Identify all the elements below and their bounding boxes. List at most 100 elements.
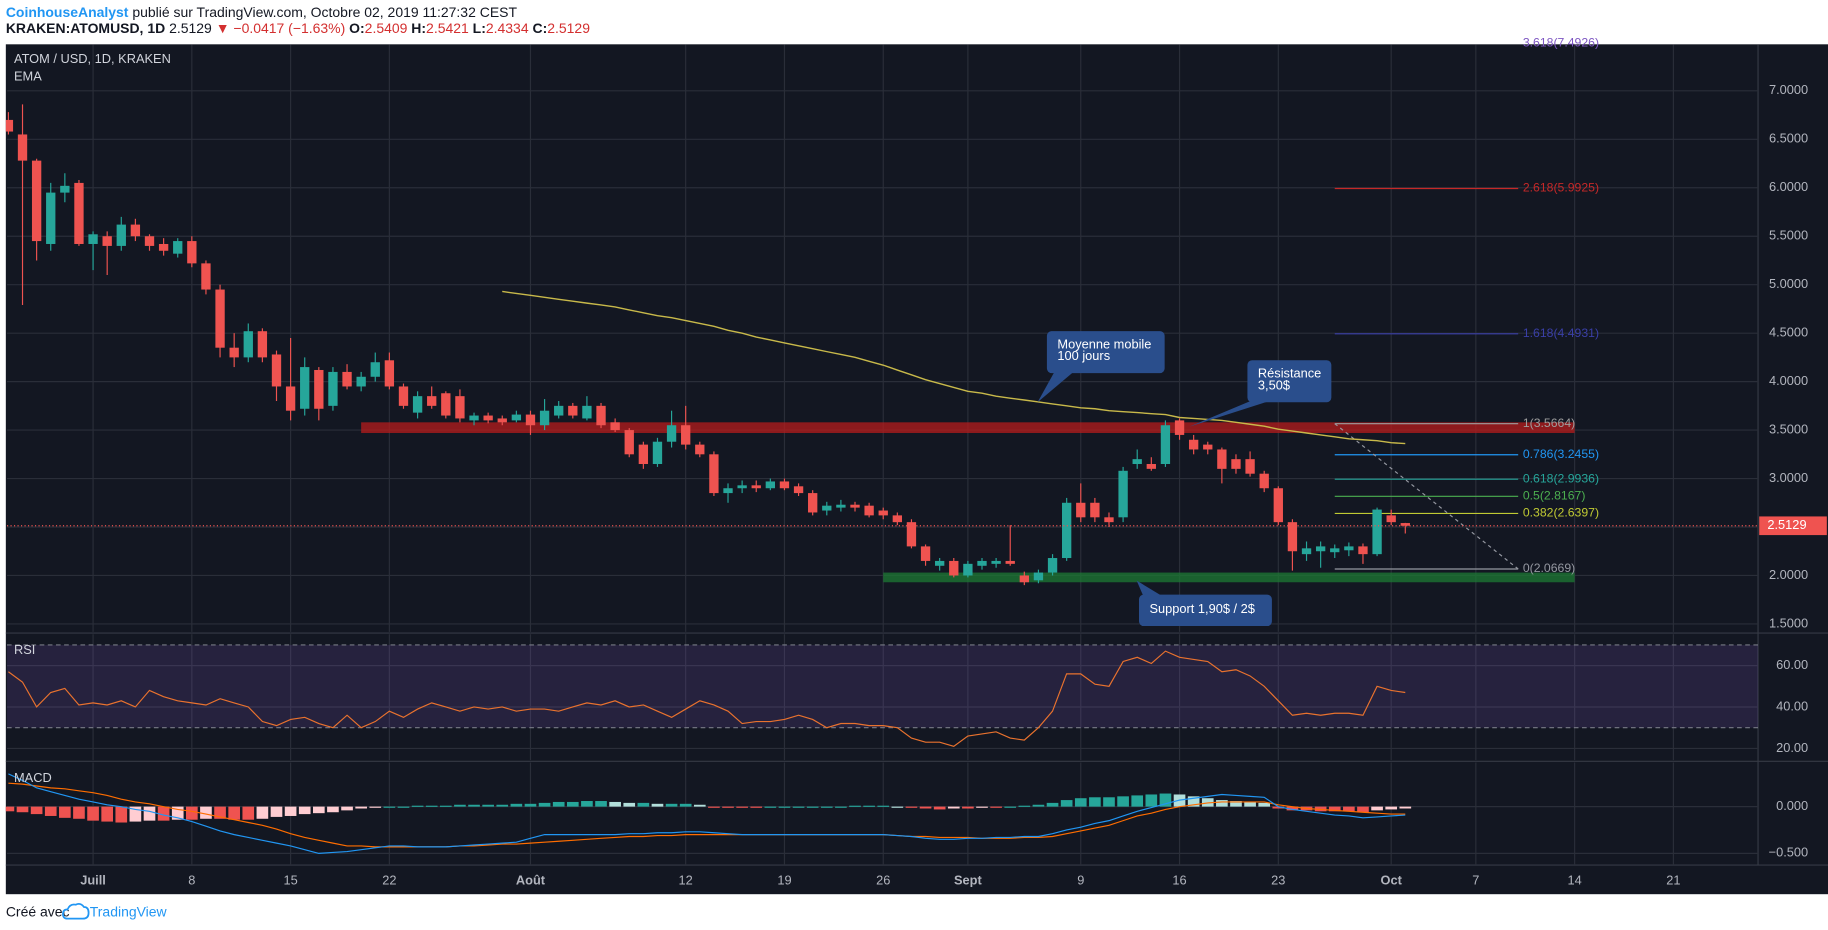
macd-histogram-bar <box>115 806 128 823</box>
candle-body <box>963 563 973 576</box>
macd-histogram-bar <box>679 803 692 807</box>
macd-histogram-bar <box>905 806 918 808</box>
macd-histogram-bar <box>792 806 805 808</box>
ohlc-key: L: <box>473 20 486 36</box>
candle-body <box>906 522 917 547</box>
y-tick-label: 2.0000 <box>1769 567 1808 582</box>
macd-histogram-bar <box>44 806 57 816</box>
pane-title: ATOM / USD, 1D, KRAKEN <box>14 51 171 66</box>
macd-histogram-bar <box>482 804 494 807</box>
macd-histogram-bar <box>1074 798 1087 807</box>
macd-histogram-bar <box>849 805 861 807</box>
macd-histogram-bar <box>312 806 325 814</box>
macd-histogram-bar <box>693 804 706 807</box>
candle-body <box>1033 572 1044 581</box>
macd-histogram-bar <box>256 806 269 819</box>
candle-body <box>398 386 409 406</box>
macd-histogram-bar <box>1258 802 1271 807</box>
macd-histogram-bar <box>722 806 734 808</box>
macd-histogram-bar <box>1216 800 1228 807</box>
macd-histogram-bar <box>806 806 819 808</box>
candle-body <box>328 371 338 406</box>
macd-histogram-bar <box>369 806 382 808</box>
ticker-line: KRAKEN:ATOMUSD, 1D 2.5129 ▼ −0.0417 (−1.… <box>6 20 590 36</box>
candle-body <box>1273 488 1283 523</box>
x-tick-label: 26 <box>876 873 890 888</box>
macd-line <box>8 773 1406 854</box>
macd-histogram-bar <box>1117 796 1129 807</box>
macd-histogram-bar <box>298 806 311 815</box>
macd-histogram-bar <box>581 801 593 807</box>
candle-body <box>130 224 141 237</box>
candle-body <box>441 393 451 416</box>
zone <box>883 572 1575 583</box>
macd-histogram-bar <box>1159 793 1172 807</box>
last: 2.5129 <box>169 20 212 36</box>
macd-histogram-bar <box>242 806 255 820</box>
macd-histogram-bar <box>129 806 142 822</box>
macd-histogram-bar <box>877 805 890 807</box>
fib-label: 0(2.0669) <box>1523 561 1575 575</box>
author[interactable]: CoinhouseAnalyst <box>6 4 129 20</box>
candle-body <box>1301 548 1312 555</box>
macd-histogram-bar <box>651 803 664 807</box>
x-tick-label: 9 <box>1077 873 1084 888</box>
macd-histogram-bar <box>228 806 240 820</box>
rsi-pane <box>6 634 1759 761</box>
candle-body <box>60 185 70 193</box>
ohlc-value: 2.5409 <box>365 20 408 36</box>
y-tick-label: 3.0000 <box>1769 470 1808 485</box>
macd-histogram-bar <box>1089 797 1101 807</box>
callout-text: Résistance <box>1258 366 1321 381</box>
macd-histogram-bar <box>1230 801 1242 807</box>
ohlc-value: 2.5421 <box>426 20 469 36</box>
x-tick-label: 16 <box>1172 873 1186 888</box>
macd-histogram-bar <box>736 806 748 808</box>
candle-body <box>1344 546 1354 551</box>
candle-body <box>356 376 366 387</box>
candle-body <box>1061 502 1072 559</box>
macd-histogram-bar <box>5 806 15 812</box>
candle-body <box>1174 420 1185 435</box>
macd-histogram-bar <box>214 806 226 819</box>
ohlc-value: 2.4334 <box>486 20 529 36</box>
y-tick-label: 6.5000 <box>1769 131 1808 146</box>
fib-label: 1(3.5664) <box>1523 416 1575 430</box>
macd-histogram-bar <box>341 806 353 811</box>
candle-body <box>300 367 310 409</box>
fib-label: 2.618(5.9925) <box>1523 181 1599 195</box>
macd-histogram-bar <box>764 806 777 808</box>
tradingview-logo[interactable] <box>62 903 90 920</box>
candle-body <box>596 405 606 426</box>
macd-histogram-bar <box>750 806 763 808</box>
footer-brand[interactable]: TradingView <box>90 904 168 920</box>
candle-body <box>836 504 846 508</box>
candle-body <box>1287 522 1298 552</box>
candle-body <box>314 369 324 409</box>
macd-histogram-bar <box>1272 806 1285 809</box>
y-tick-label: 20.00 <box>1776 740 1808 755</box>
candle-body <box>158 243 169 251</box>
macd-histogram-bar <box>59 806 71 818</box>
candle-body <box>765 481 776 489</box>
macd-histogram-bar <box>1004 806 1017 808</box>
candle-body <box>554 405 564 416</box>
candle-body <box>1090 502 1100 518</box>
candle-body <box>483 415 493 421</box>
candle-body <box>920 546 931 561</box>
candle-body <box>144 236 155 246</box>
candle-body <box>892 515 903 523</box>
last-price-box <box>1759 516 1827 536</box>
fib-label: 0.618(2.9936) <box>1523 471 1599 485</box>
macd-histogram-bar <box>1328 806 1341 812</box>
candle-body <box>370 362 380 377</box>
macd-histogram-bar <box>778 806 791 808</box>
axes: Juill 8 15 22 Août 12 19 26 Sept 9 16 23 Oct 7 14 21 1.5… <box>14 51 1827 888</box>
y-tick-label: 4.5000 <box>1769 325 1808 340</box>
candle-body <box>31 160 42 242</box>
candle-body <box>610 422 620 431</box>
macd-histogram-bar <box>327 806 339 813</box>
macd-histogram-bar <box>270 806 283 817</box>
macd-histogram-bar <box>933 806 946 810</box>
callout-text: Moyenne mobile <box>1057 336 1151 351</box>
